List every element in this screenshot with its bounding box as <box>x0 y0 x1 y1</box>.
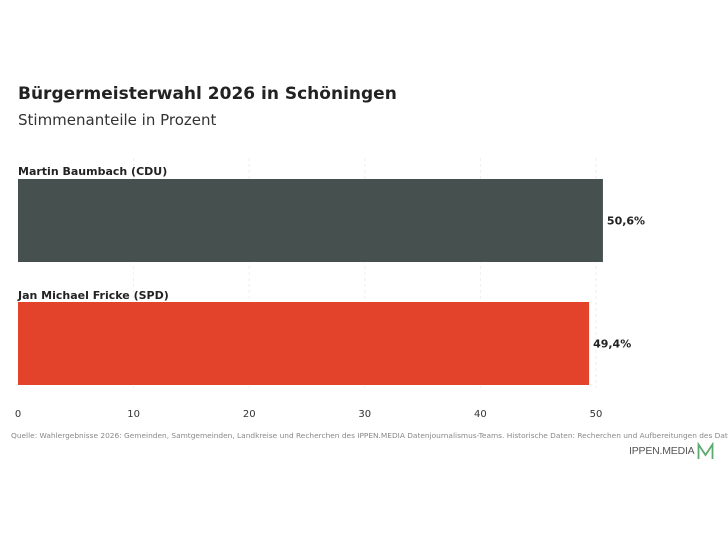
ippen-m-logo-icon <box>698 442 714 459</box>
x-tick-label: 0 <box>15 409 21 420</box>
x-tick-label: 20 <box>243 409 256 420</box>
chart-bars: Martin Baumbach (CDU) 50,6% Jan Michael Fr… <box>17 165 645 385</box>
bar-category-label: Martin Baumbach (CDU) <box>18 165 167 178</box>
bar-chart: Martin Baumbach (CDU) 50,6% Jan Michael Fr… <box>15 158 645 420</box>
x-axis-ticks: 0 10 20 30 40 50 <box>15 409 603 420</box>
bar-category-label: Jan Michael Fricke (SPD) <box>17 289 169 302</box>
source-note: Quelle: Wahlergebnisse 2026: Gemeinden, … <box>11 431 728 440</box>
x-tick-label: 10 <box>127 409 140 420</box>
x-tick-label: 30 <box>358 409 371 420</box>
x-tick-label: 40 <box>474 409 487 420</box>
brand[interactable]: IPPEN.MEDIA <box>629 442 714 460</box>
bar <box>18 179 603 262</box>
page-subtitle: Stimmenanteile in Prozent <box>18 111 217 129</box>
x-tick-label: 50 <box>590 409 603 420</box>
bar-value-label: 49,4% <box>593 338 631 351</box>
bar <box>18 302 590 385</box>
bar-value-label: 50,6% <box>607 215 645 228</box>
page-title: Bürgermeisterwahl 2026 in Schöningen <box>18 84 397 104</box>
brand-name: IPPEN.MEDIA <box>629 445 695 457</box>
